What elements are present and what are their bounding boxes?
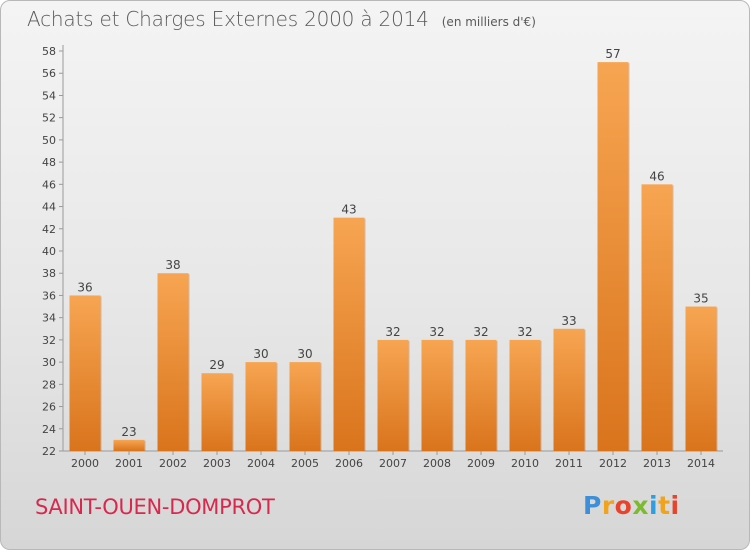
y-tick-label: 30 [42, 356, 56, 369]
y-tick-label: 26 [42, 401, 56, 414]
x-tick-label: 2010 [511, 457, 539, 470]
title-row: Achats et Charges Externes 2000 à 2014 (… [27, 7, 536, 31]
bar [69, 295, 101, 451]
bar [553, 328, 585, 451]
x-tick-label: 2007 [379, 457, 407, 470]
bar-value-label: 29 [209, 358, 224, 372]
bar [509, 339, 541, 451]
chart-title: Achats et Charges Externes 2000 à 2014 [27, 7, 429, 31]
bar-value-label: 30 [253, 347, 268, 361]
y-tick-label: 24 [42, 423, 56, 436]
x-tick-label: 2004 [247, 457, 275, 470]
commune-name: SAINT-OUEN-DOMPROT [35, 495, 275, 519]
bar-value-label: 23 [121, 425, 136, 439]
y-tick-label: 42 [42, 223, 56, 236]
bar [157, 273, 189, 451]
y-tick-label: 48 [42, 156, 56, 169]
logo-letter: i [670, 491, 680, 520]
x-tick-label: 2008 [423, 457, 451, 470]
x-tick-label: 2001 [115, 457, 143, 470]
y-tick-label: 56 [42, 67, 56, 80]
proxiti-logo: Proxiti [583, 491, 680, 520]
x-tick-label: 2011 [555, 457, 583, 470]
bar [113, 439, 145, 451]
y-tick-label: 40 [42, 245, 56, 258]
logo-letter: P [583, 491, 602, 520]
bar-value-label: 30 [297, 347, 312, 361]
y-tick-label: 32 [42, 334, 56, 347]
logo-letter: x [632, 491, 649, 520]
bar-value-label: 32 [429, 325, 444, 339]
y-tick-label: 44 [42, 201, 56, 214]
y-tick-label: 52 [42, 112, 56, 125]
bar [421, 339, 453, 451]
bar-chart: 22 24 26 28 30 32 34 36 38 40 42 44 46 48 50 52 54 56 58 20… [42, 45, 723, 470]
y-tick-label: 36 [42, 289, 56, 302]
logo-letter: i [649, 491, 659, 520]
bar [597, 62, 629, 451]
x-tick-label: 2013 [643, 457, 671, 470]
bar [685, 306, 717, 451]
bar [641, 184, 673, 452]
bar-value-label: 33 [561, 314, 576, 328]
bar-value-label: 38 [165, 258, 180, 272]
x-tick-label: 2005 [291, 457, 319, 470]
bar-value-label: 57 [605, 47, 620, 61]
y-tick-label: 50 [42, 134, 56, 147]
y-tick-label: 28 [42, 378, 56, 391]
x-tick-label: 2002 [159, 457, 187, 470]
bar-value-label: 32 [473, 325, 488, 339]
y-tick-label: 22 [42, 445, 56, 458]
logo-letter: t [658, 491, 671, 520]
bar-value-label: 46 [649, 169, 664, 183]
y-tick-label: 38 [42, 267, 56, 280]
y-tick-label: 54 [42, 89, 56, 102]
logo-letter: r [601, 491, 615, 520]
bar-value-label: 32 [517, 325, 532, 339]
bar [465, 339, 497, 451]
bar [201, 373, 233, 451]
x-tick-label: 2003 [203, 457, 231, 470]
y-tick-label: 46 [42, 178, 56, 191]
bar-value-label: 32 [385, 325, 400, 339]
x-tick-label: 2009 [467, 457, 495, 470]
x-tick-label: 2012 [599, 457, 627, 470]
y-tick-label: 58 [42, 45, 56, 58]
x-tick-label: 2014 [687, 457, 715, 470]
x-tick-label: 2000 [71, 457, 99, 470]
bar [333, 217, 365, 451]
bar-value-label: 35 [693, 292, 708, 306]
y-tick-label: 34 [42, 312, 56, 325]
bar [377, 339, 409, 451]
bar-value-label: 36 [77, 280, 92, 294]
bar [245, 362, 277, 451]
logo-letter: o [614, 491, 633, 520]
bar [289, 362, 321, 451]
bar-value-label: 43 [341, 203, 356, 217]
chart-subtitle: (en milliers d'€) [441, 15, 536, 29]
x-tick-label: 2006 [335, 457, 363, 470]
